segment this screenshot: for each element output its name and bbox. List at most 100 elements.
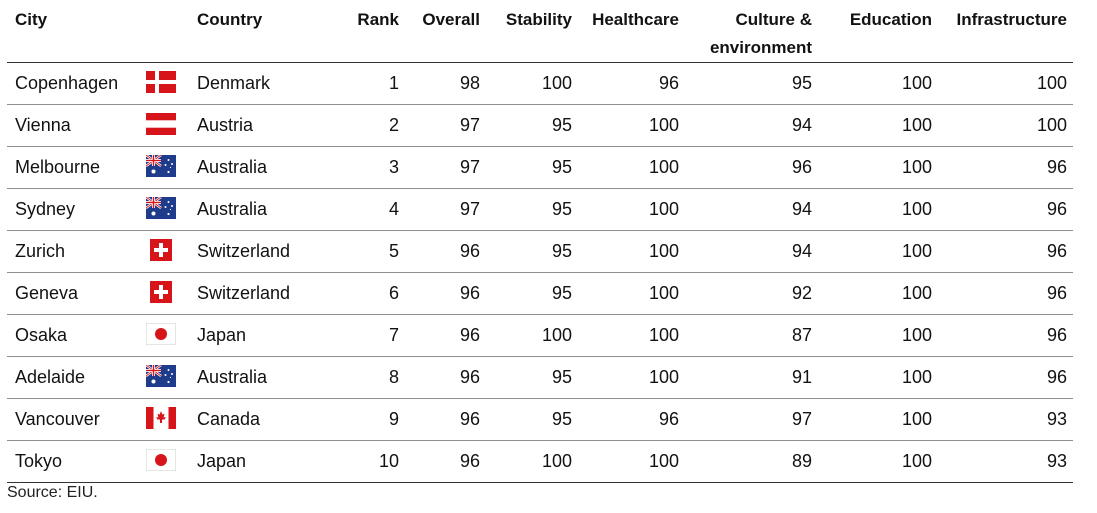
cell-infrastructure: 96 <box>1046 199 1067 219</box>
table-row: Copenhagen Denmark 1 98 100 96 95 100 100 <box>7 63 1073 105</box>
cell-infrastructure: 96 <box>1046 367 1067 387</box>
cell-education: 100 <box>901 157 932 177</box>
cell-country: Austria <box>197 115 254 135</box>
cell-city: Zurich <box>15 241 66 261</box>
cell-infrastructure: 93 <box>1046 451 1067 471</box>
cell-culture: 97 <box>791 409 812 429</box>
source-note: Source: EIU. <box>7 484 98 501</box>
cell-education: 100 <box>901 73 932 93</box>
table-row: Sydney Australia 4 97 95 100 94 100 96 <box>7 189 1073 231</box>
cell-rank: 10 <box>378 451 399 471</box>
cell-infrastructure: 100 <box>1036 73 1067 93</box>
cell-country: Japan <box>197 451 247 471</box>
column-header-overall: Overall <box>422 10 480 29</box>
cell-country: Japan <box>197 325 247 345</box>
cell-stability: 100 <box>541 451 572 471</box>
table-row: Adelaide Australia 8 96 95 100 91 100 96 <box>7 357 1073 399</box>
cell-city: Vancouver <box>15 409 100 429</box>
cell-rank: 4 <box>388 199 399 219</box>
cell-healthcare: 96 <box>658 409 679 429</box>
cell-country: Denmark <box>197 73 271 93</box>
australia-flag-icon <box>146 197 176 219</box>
cell-infrastructure: 96 <box>1046 241 1067 261</box>
cell-education: 100 <box>901 451 932 471</box>
japan-flag-icon <box>146 323 176 345</box>
cell-country: Switzerland <box>197 283 291 303</box>
denmark-flag-icon <box>146 71 176 93</box>
cell-rank: 1 <box>388 73 399 93</box>
table-row: Geneva Switzerland 6 96 95 100 92 100 96 <box>7 273 1073 315</box>
cell-rank: 5 <box>388 241 399 261</box>
austria-flag-icon <box>146 113 176 135</box>
cell-city: Tokyo <box>15 451 63 471</box>
cell-healthcare: 100 <box>648 199 679 219</box>
cell-city: Osaka <box>15 325 68 345</box>
cell-country: Australia <box>197 199 268 219</box>
australia-flag-icon <box>146 365 176 387</box>
column-header-healthcare: Healthcare <box>592 10 679 29</box>
cell-culture: 92 <box>791 283 812 303</box>
cell-overall: 96 <box>459 367 480 387</box>
cell-infrastructure: 96 <box>1046 157 1067 177</box>
switzerland-flag-icon <box>146 239 176 261</box>
australia-flag-icon <box>146 155 176 177</box>
table-row: Osaka Japan 7 96 100 100 87 100 96 <box>7 315 1073 357</box>
cell-healthcare: 100 <box>648 451 679 471</box>
table-header-row: City Country Rank Overall Stability Healthcar… <box>7 0 1073 63</box>
cell-culture: 87 <box>791 325 812 345</box>
cell-overall: 96 <box>459 325 480 345</box>
cell-city: Vienna <box>15 115 71 135</box>
cell-healthcare: 100 <box>648 115 679 135</box>
cell-infrastructure: 93 <box>1046 409 1067 429</box>
cell-city: Sydney <box>15 199 76 219</box>
cell-stability: 95 <box>551 409 572 429</box>
cell-healthcare: 96 <box>658 73 679 93</box>
cell-education: 100 <box>901 409 932 429</box>
cell-overall: 96 <box>459 409 480 429</box>
cell-city: Melbourne <box>15 157 101 177</box>
column-header-education: Education <box>849 10 932 29</box>
cell-stability: 95 <box>551 283 572 303</box>
cell-healthcare: 100 <box>648 283 679 303</box>
cell-country: Australia <box>197 367 268 387</box>
cell-rank: 3 <box>388 157 399 177</box>
cell-overall: 97 <box>459 157 480 177</box>
cell-overall: 97 <box>459 199 480 219</box>
cell-stability: 95 <box>551 199 572 219</box>
cell-stability: 95 <box>551 115 572 135</box>
cell-overall: 96 <box>459 451 480 471</box>
cell-overall: 98 <box>459 73 480 93</box>
cell-education: 100 <box>901 367 932 387</box>
table-row: Vienna Austria 2 97 95 100 94 100 100 <box>7 105 1073 147</box>
cell-culture: 94 <box>791 199 812 219</box>
cell-city: Adelaide <box>15 367 86 387</box>
canada-flag-icon <box>146 407 176 429</box>
cell-rank: 8 <box>388 367 399 387</box>
cell-infrastructure: 96 <box>1046 325 1067 345</box>
cell-education: 100 <box>901 325 932 345</box>
cell-healthcare: 100 <box>648 241 679 261</box>
cell-healthcare: 100 <box>648 157 679 177</box>
cell-healthcare: 100 <box>648 367 679 387</box>
column-header-rank: Rank <box>357 10 399 29</box>
column-header-infrastructure: Infrastructure <box>956 10 1067 29</box>
cell-stability: 95 <box>551 367 572 387</box>
cell-culture: 89 <box>791 451 812 471</box>
cell-education: 100 <box>901 115 932 135</box>
cell-country: Switzerland <box>197 241 291 261</box>
cell-culture: 91 <box>791 367 812 387</box>
column-header-country: Country <box>197 10 263 29</box>
cell-stability: 100 <box>541 73 572 93</box>
cell-overall: 96 <box>459 283 480 303</box>
column-header-culture: Culture & environment <box>709 10 812 57</box>
cell-stability: 95 <box>551 157 572 177</box>
cell-overall: 97 <box>459 115 480 135</box>
japan-flag-icon <box>146 449 176 471</box>
cell-education: 100 <box>901 199 932 219</box>
cell-rank: 2 <box>388 115 399 135</box>
cell-culture: 94 <box>791 241 812 261</box>
cell-healthcare: 100 <box>648 325 679 345</box>
cell-country: Canada <box>197 409 261 429</box>
cell-country: Australia <box>197 157 268 177</box>
cell-rank: 6 <box>388 283 399 303</box>
